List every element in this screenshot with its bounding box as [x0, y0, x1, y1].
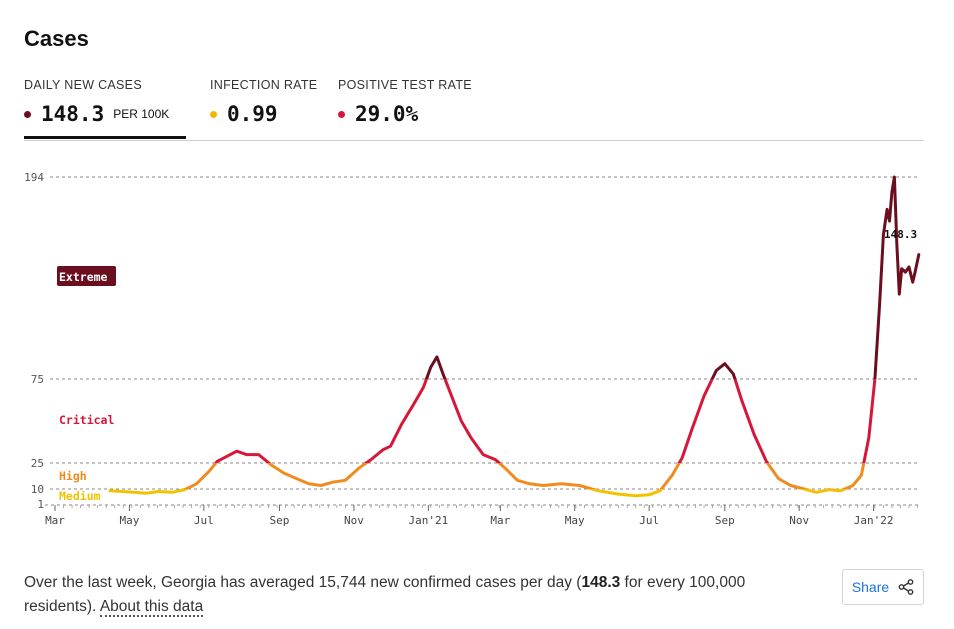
x-tick-label: Nov: [344, 514, 364, 527]
summary-before: Over the last week, Georgia has averaged…: [24, 574, 582, 591]
share-label: Share: [851, 579, 890, 595]
risk-level-label: Medium: [59, 489, 101, 503]
x-tick-label: Jan'22: [854, 514, 894, 527]
summary-highlight: 148.3: [581, 574, 621, 591]
x-tick-label: Jan'21: [408, 514, 448, 527]
share-icon: [898, 579, 914, 595]
last-value-label: 148.3: [884, 228, 917, 241]
metric-tabs: DAILY NEW CASES 148.3 PER 100K INFECTION…: [24, 78, 924, 141]
cases-chart: 1 10 25 75 194 Mar May Jul Sep Nov Jan'21 Mar May Ju…: [24, 171, 921, 527]
x-tick-label: Jul: [194, 514, 214, 527]
page-title: Cases: [24, 26, 89, 51]
share-button[interactable]: Share: [842, 569, 924, 605]
tab-label: INFECTION RATE: [210, 78, 318, 92]
tab-label: POSITIVE TEST RATE: [338, 78, 472, 92]
risk-level-label: Extreme: [59, 270, 108, 284]
x-tick-label: Sep: [270, 514, 290, 527]
extreme-level-badge: [57, 266, 116, 286]
metric-dot: [24, 110, 31, 118]
metric-value: 29.0%: [355, 102, 419, 126]
cases-series-line: [213, 379, 877, 463]
x-tick-label: Mar: [45, 514, 65, 527]
summary-text: Over the last week, Georgia has averaged…: [24, 571, 784, 619]
x-tick-label: Sep: [715, 514, 735, 527]
about-data-link[interactable]: About this data: [99, 598, 204, 617]
metric-dot: [210, 110, 217, 118]
tab-infection-rate[interactable]: INFECTION RATE 0.99: [210, 78, 320, 140]
metric-value: 0.99: [227, 102, 278, 126]
y-tick-label: 25: [31, 457, 44, 470]
cases-series-line: [108, 489, 849, 498]
y-tick-label: 1: [37, 498, 44, 511]
risk-level-label: High: [59, 469, 87, 483]
x-tick-label: Jul: [639, 514, 659, 527]
tab-label: DAILY NEW CASES: [24, 78, 142, 92]
metric-value: 148.3: [41, 102, 105, 126]
tab-daily-new-cases[interactable]: DAILY NEW CASES 148.3 PER 100K: [24, 78, 186, 139]
x-tick-label: Nov: [789, 514, 809, 527]
cases-series-line: [180, 463, 866, 489]
metric-unit: PER 100K: [113, 107, 170, 121]
x-tick-label: Mar: [490, 514, 510, 527]
y-tick-label: 10: [31, 483, 44, 496]
x-tick-label: May: [565, 514, 585, 527]
y-tick-label: 75: [31, 373, 44, 386]
summary-after: for every 100,000 residents).: [24, 574, 746, 615]
metric-dot: [338, 110, 345, 118]
risk-level-label: Critical: [59, 413, 114, 427]
cases-series-line: [424, 175, 921, 379]
tab-positive-test-rate[interactable]: POSITIVE TEST RATE 29.0%: [338, 78, 478, 140]
y-tick-label: 194: [24, 171, 44, 184]
x-tick-label: May: [119, 514, 139, 527]
